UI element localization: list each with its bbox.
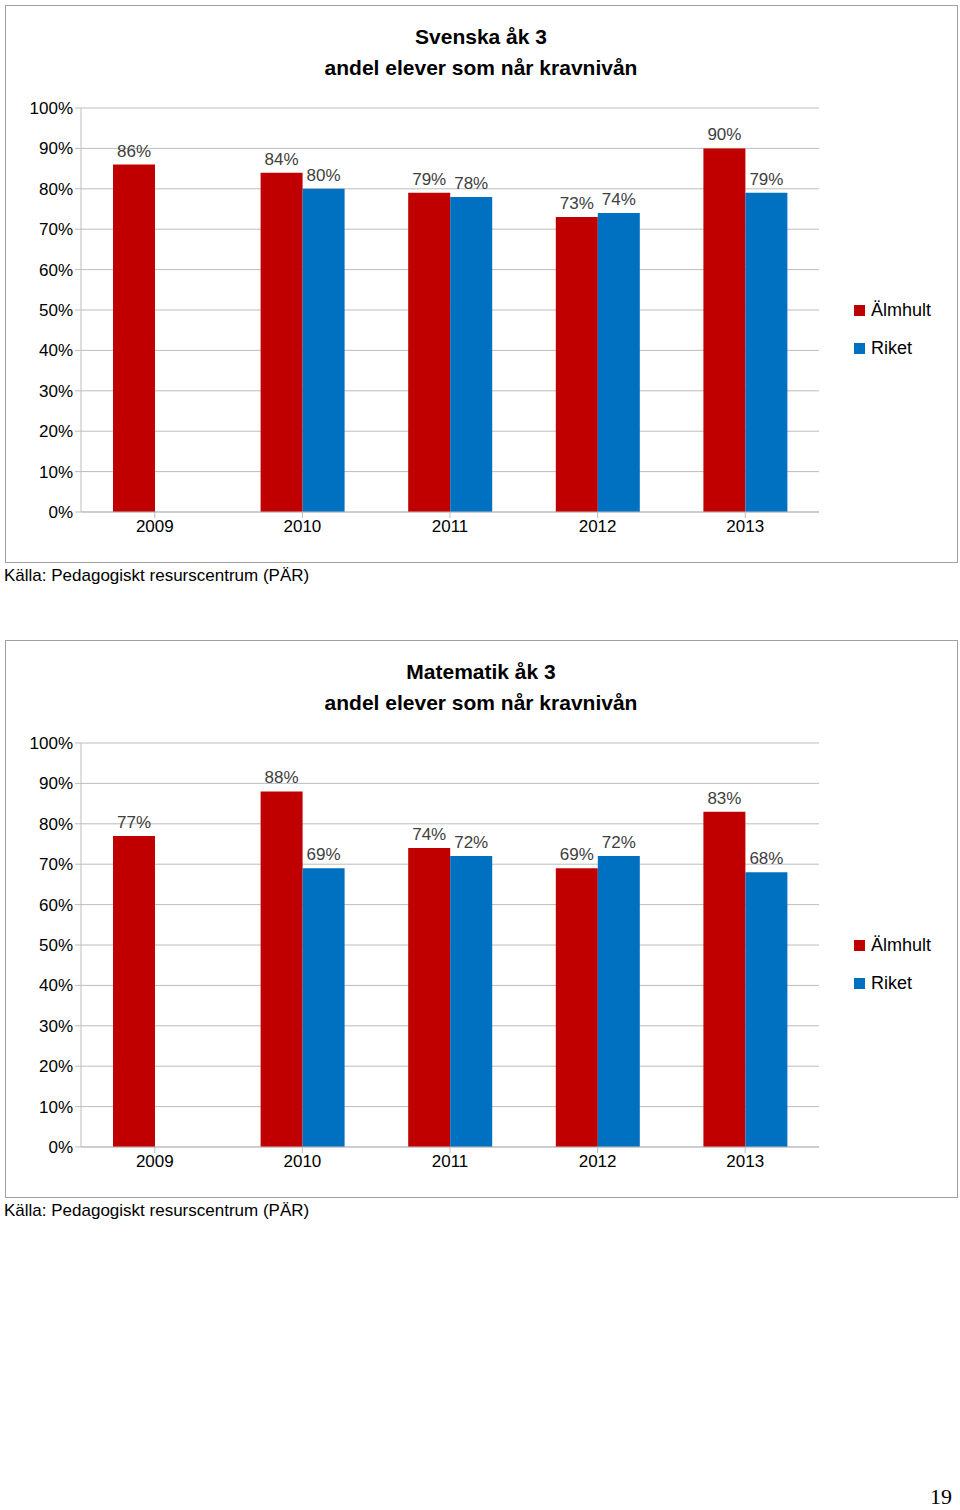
svg-text:79%: 79% xyxy=(749,170,783,189)
svg-text:2010: 2010 xyxy=(283,1152,321,1171)
svg-text:74%: 74% xyxy=(412,825,446,844)
svg-text:69%: 69% xyxy=(307,845,341,864)
svg-text:78%: 78% xyxy=(454,174,488,193)
svg-text:60%: 60% xyxy=(39,261,73,280)
svg-text:90%: 90% xyxy=(39,139,73,158)
svg-text:90%: 90% xyxy=(39,774,73,793)
svg-text:2012: 2012 xyxy=(579,517,617,536)
svg-text:100%: 100% xyxy=(30,99,73,118)
html-text:Källa: Pedagogiskt resurscentr: Källa: Pedagogiskt resurscentrum (PÄR) xyxy=(4,566,310,585)
svg-text:73%: 73% xyxy=(560,194,594,213)
svg-text:0%: 0% xyxy=(48,1138,73,1157)
svg-text:50%: 50% xyxy=(39,936,73,955)
svg-text:2012: 2012 xyxy=(579,1152,617,1171)
svg-text:86%: 86% xyxy=(117,142,151,161)
svg-text:2011: 2011 xyxy=(432,517,469,536)
svg-text:50%: 50% xyxy=(39,301,73,320)
svg-text:2013: 2013 xyxy=(726,517,764,536)
svg-text:84%: 84% xyxy=(265,150,299,169)
svg-text:40%: 40% xyxy=(39,341,73,360)
svg-text:2013: 2013 xyxy=(726,1152,764,1171)
svg-text:100%: 100% xyxy=(30,734,73,753)
html-text:Älmhult: Älmhult xyxy=(871,299,931,320)
svg-text:2009: 2009 xyxy=(136,517,174,536)
svg-text:74%: 74% xyxy=(602,190,636,209)
svg-text:88%: 88% xyxy=(265,768,299,787)
svg-text:68%: 68% xyxy=(749,849,783,868)
svg-text:72%: 72% xyxy=(602,833,636,852)
svg-text:20%: 20% xyxy=(39,422,73,441)
svg-text:40%: 40% xyxy=(39,976,73,995)
html-text:Matematik åk 3: Matematik åk 3 xyxy=(406,660,556,683)
svg-text:70%: 70% xyxy=(39,855,73,874)
html-text:Källa: Pedagogiskt resurscentr: Källa: Pedagogiskt resurscentrum (PÄR) xyxy=(4,1201,310,1220)
svg-text:83%: 83% xyxy=(707,789,741,808)
svg-text:90%: 90% xyxy=(707,125,741,144)
svg-text:10%: 10% xyxy=(39,1098,73,1117)
svg-text:30%: 30% xyxy=(39,382,73,401)
svg-text:69%: 69% xyxy=(560,845,594,864)
svg-text:2009: 2009 xyxy=(136,1152,174,1171)
html-text:Älmhult: Älmhult xyxy=(871,934,931,955)
svg-text:77%: 77% xyxy=(117,813,151,832)
html-text:andel elever som når kravnivån: andel elever som når kravnivån xyxy=(324,56,638,79)
svg-text:72%: 72% xyxy=(454,833,488,852)
html-text:Riket: Riket xyxy=(871,337,912,358)
svg-text:0%: 0% xyxy=(48,503,73,522)
svg-text:79%: 79% xyxy=(412,170,446,189)
svg-text:80%: 80% xyxy=(307,166,341,185)
html-text:andel elever som når kravnivån: andel elever som når kravnivån xyxy=(324,691,638,714)
svg-text:30%: 30% xyxy=(39,1017,73,1036)
html-text:19: 19 xyxy=(930,1484,952,1509)
svg-text:2011: 2011 xyxy=(432,1152,469,1171)
html-text:Riket: Riket xyxy=(871,972,912,993)
svg-text:80%: 80% xyxy=(39,815,73,834)
svg-text:10%: 10% xyxy=(39,463,73,482)
svg-text:2010: 2010 xyxy=(283,517,321,536)
svg-text:70%: 70% xyxy=(39,220,73,239)
svg-text:80%: 80% xyxy=(39,180,73,199)
svg-text:60%: 60% xyxy=(39,896,73,915)
svg-text:20%: 20% xyxy=(39,1057,73,1076)
html-text:Svenska åk 3: Svenska åk 3 xyxy=(415,25,547,48)
